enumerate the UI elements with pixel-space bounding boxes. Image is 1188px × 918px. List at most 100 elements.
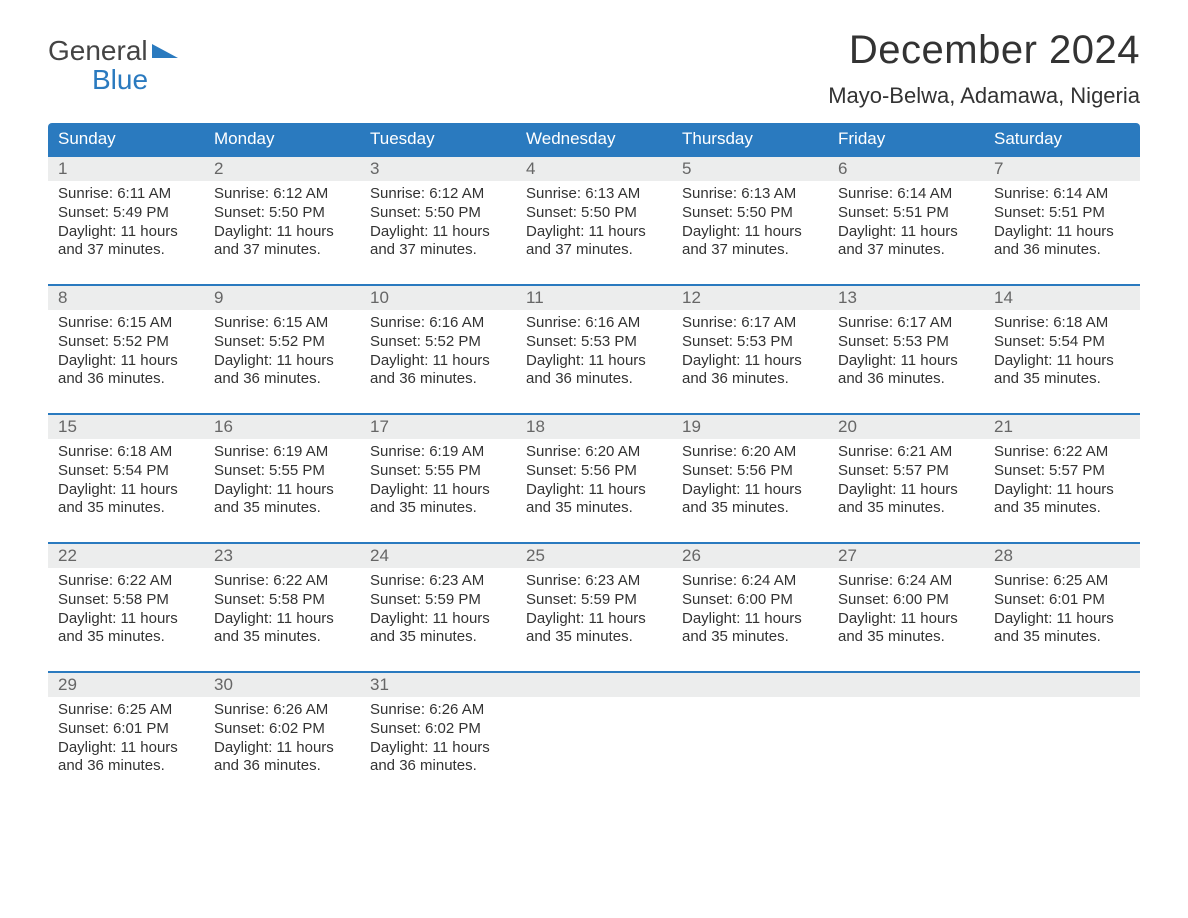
day-cell: Sunrise: 6:14 AMSunset: 5:51 PMDaylight:… bbox=[828, 181, 984, 284]
sunrise-line: Sunrise: 6:16 AM bbox=[526, 314, 662, 333]
week-row: Sunrise: 6:25 AMSunset: 6:01 PMDaylight:… bbox=[48, 697, 1140, 800]
sunset-line: Sunset: 5:50 PM bbox=[526, 204, 662, 223]
sunset-line: Sunset: 5:56 PM bbox=[682, 462, 818, 481]
title-block: December 2024 Mayo-Belwa, Adamawa, Niger… bbox=[828, 28, 1140, 109]
daynum-cell: 22 bbox=[48, 544, 204, 568]
daynum-cell: 26 bbox=[672, 544, 828, 568]
sunrise-line: Sunrise: 6:17 AM bbox=[682, 314, 818, 333]
sunrise-line: Sunrise: 6:25 AM bbox=[58, 701, 194, 720]
sunset-line: Sunset: 5:54 PM bbox=[58, 462, 194, 481]
week-row: Sunrise: 6:15 AMSunset: 5:52 PMDaylight:… bbox=[48, 310, 1140, 413]
day-cell: Sunrise: 6:11 AMSunset: 5:49 PMDaylight:… bbox=[48, 181, 204, 284]
sunrise-line: Sunrise: 6:25 AM bbox=[994, 572, 1130, 591]
day-cell: Sunrise: 6:18 AMSunset: 5:54 PMDaylight:… bbox=[984, 310, 1140, 413]
sunset-line: Sunset: 5:58 PM bbox=[214, 591, 350, 610]
day-cell: Sunrise: 6:23 AMSunset: 5:59 PMDaylight:… bbox=[516, 568, 672, 671]
sunrise-line: Sunrise: 6:15 AM bbox=[58, 314, 194, 333]
day-cell: Sunrise: 6:25 AMSunset: 6:01 PMDaylight:… bbox=[984, 568, 1140, 671]
daynum-row: 22232425262728 bbox=[48, 542, 1140, 568]
sunset-line: Sunset: 5:53 PM bbox=[526, 333, 662, 352]
sunrise-line: Sunrise: 6:26 AM bbox=[214, 701, 350, 720]
day-cell: Sunrise: 6:20 AMSunset: 5:56 PMDaylight:… bbox=[516, 439, 672, 542]
sunrise-line: Sunrise: 6:23 AM bbox=[370, 572, 506, 591]
day-of-week-header: SundayMondayTuesdayWednesdayThursdayFrid… bbox=[48, 123, 1140, 155]
daynum-cell: 19 bbox=[672, 415, 828, 439]
sunset-line: Sunset: 6:01 PM bbox=[58, 720, 194, 739]
sunset-line: Sunset: 5:59 PM bbox=[526, 591, 662, 610]
daynum-cell: 7 bbox=[984, 157, 1140, 181]
calendar: SundayMondayTuesdayWednesdayThursdayFrid… bbox=[48, 123, 1140, 800]
daynum-cell: 30 bbox=[204, 673, 360, 697]
daylight-line: Daylight: 11 hours and 36 minutes. bbox=[838, 352, 974, 390]
daynum-cell: 15 bbox=[48, 415, 204, 439]
daylight-line: Daylight: 11 hours and 35 minutes. bbox=[994, 481, 1130, 519]
daynum-cell: 5 bbox=[672, 157, 828, 181]
day-cell: Sunrise: 6:13 AMSunset: 5:50 PMDaylight:… bbox=[516, 181, 672, 284]
sunset-line: Sunset: 5:51 PM bbox=[838, 204, 974, 223]
day-cell: Sunrise: 6:17 AMSunset: 5:53 PMDaylight:… bbox=[828, 310, 984, 413]
daylight-line: Daylight: 11 hours and 35 minutes. bbox=[370, 481, 506, 519]
daylight-line: Daylight: 11 hours and 36 minutes. bbox=[682, 352, 818, 390]
sunset-line: Sunset: 5:56 PM bbox=[526, 462, 662, 481]
sunset-line: Sunset: 5:53 PM bbox=[682, 333, 818, 352]
sunset-line: Sunset: 5:52 PM bbox=[58, 333, 194, 352]
day-cell: Sunrise: 6:17 AMSunset: 5:53 PMDaylight:… bbox=[672, 310, 828, 413]
daynum-cell: 11 bbox=[516, 286, 672, 310]
sunrise-line: Sunrise: 6:24 AM bbox=[838, 572, 974, 591]
sunset-line: Sunset: 6:00 PM bbox=[838, 591, 974, 610]
daylight-line: Daylight: 11 hours and 37 minutes. bbox=[682, 223, 818, 261]
daylight-line: Daylight: 11 hours and 35 minutes. bbox=[58, 610, 194, 648]
daynum-cell: 31 bbox=[360, 673, 516, 697]
daynum-cell: 25 bbox=[516, 544, 672, 568]
day-cell: Sunrise: 6:22 AMSunset: 5:58 PMDaylight:… bbox=[204, 568, 360, 671]
day-cell: Sunrise: 6:22 AMSunset: 5:58 PMDaylight:… bbox=[48, 568, 204, 671]
daynum-cell: 18 bbox=[516, 415, 672, 439]
sunset-line: Sunset: 5:58 PM bbox=[58, 591, 194, 610]
sunrise-line: Sunrise: 6:26 AM bbox=[370, 701, 506, 720]
day-cell: Sunrise: 6:21 AMSunset: 5:57 PMDaylight:… bbox=[828, 439, 984, 542]
sunset-line: Sunset: 5:50 PM bbox=[370, 204, 506, 223]
daylight-line: Daylight: 11 hours and 35 minutes. bbox=[214, 481, 350, 519]
sunrise-line: Sunrise: 6:13 AM bbox=[682, 185, 818, 204]
daylight-line: Daylight: 11 hours and 36 minutes. bbox=[58, 352, 194, 390]
daylight-line: Daylight: 11 hours and 36 minutes. bbox=[58, 739, 194, 777]
sunrise-line: Sunrise: 6:14 AM bbox=[838, 185, 974, 204]
sunset-line: Sunset: 5:57 PM bbox=[838, 462, 974, 481]
day-cell: Sunrise: 6:15 AMSunset: 5:52 PMDaylight:… bbox=[204, 310, 360, 413]
dow-cell: Tuesday bbox=[360, 123, 516, 155]
logo: General Blue bbox=[48, 28, 178, 95]
daylight-line: Daylight: 11 hours and 36 minutes. bbox=[214, 739, 350, 777]
daylight-line: Daylight: 11 hours and 36 minutes. bbox=[994, 223, 1130, 261]
daynum-row: 1234567 bbox=[48, 155, 1140, 181]
dow-cell: Monday bbox=[204, 123, 360, 155]
sunset-line: Sunset: 6:02 PM bbox=[214, 720, 350, 739]
sunset-line: Sunset: 5:55 PM bbox=[214, 462, 350, 481]
daynum-cell: 2 bbox=[204, 157, 360, 181]
sunrise-line: Sunrise: 6:21 AM bbox=[838, 443, 974, 462]
logo-flag-icon bbox=[152, 44, 178, 58]
sunrise-line: Sunrise: 6:13 AM bbox=[526, 185, 662, 204]
daynum-cell: 8 bbox=[48, 286, 204, 310]
day-cell: Sunrise: 6:13 AMSunset: 5:50 PMDaylight:… bbox=[672, 181, 828, 284]
day-cell: Sunrise: 6:24 AMSunset: 6:00 PMDaylight:… bbox=[672, 568, 828, 671]
day-cell: Sunrise: 6:22 AMSunset: 5:57 PMDaylight:… bbox=[984, 439, 1140, 542]
sunrise-line: Sunrise: 6:22 AM bbox=[994, 443, 1130, 462]
daynum-row: 293031 bbox=[48, 671, 1140, 697]
sunrise-line: Sunrise: 6:12 AM bbox=[214, 185, 350, 204]
day-cell: Sunrise: 6:19 AMSunset: 5:55 PMDaylight:… bbox=[360, 439, 516, 542]
weeks-container: 1234567Sunrise: 6:11 AMSunset: 5:49 PMDa… bbox=[48, 155, 1140, 800]
day-cell: Sunrise: 6:19 AMSunset: 5:55 PMDaylight:… bbox=[204, 439, 360, 542]
sunrise-line: Sunrise: 6:20 AM bbox=[682, 443, 818, 462]
sunset-line: Sunset: 5:59 PM bbox=[370, 591, 506, 610]
sunrise-line: Sunrise: 6:17 AM bbox=[838, 314, 974, 333]
daylight-line: Daylight: 11 hours and 35 minutes. bbox=[214, 610, 350, 648]
day-cell: Sunrise: 6:18 AMSunset: 5:54 PMDaylight:… bbox=[48, 439, 204, 542]
daynum-cell: 4 bbox=[516, 157, 672, 181]
header: General Blue December 2024 Mayo-Belwa, A… bbox=[48, 28, 1140, 109]
day-cell: Sunrise: 6:15 AMSunset: 5:52 PMDaylight:… bbox=[48, 310, 204, 413]
daylight-line: Daylight: 11 hours and 36 minutes. bbox=[370, 739, 506, 777]
sunset-line: Sunset: 5:54 PM bbox=[994, 333, 1130, 352]
dow-cell: Saturday bbox=[984, 123, 1140, 155]
daynum-cell: 24 bbox=[360, 544, 516, 568]
sunset-line: Sunset: 5:51 PM bbox=[994, 204, 1130, 223]
